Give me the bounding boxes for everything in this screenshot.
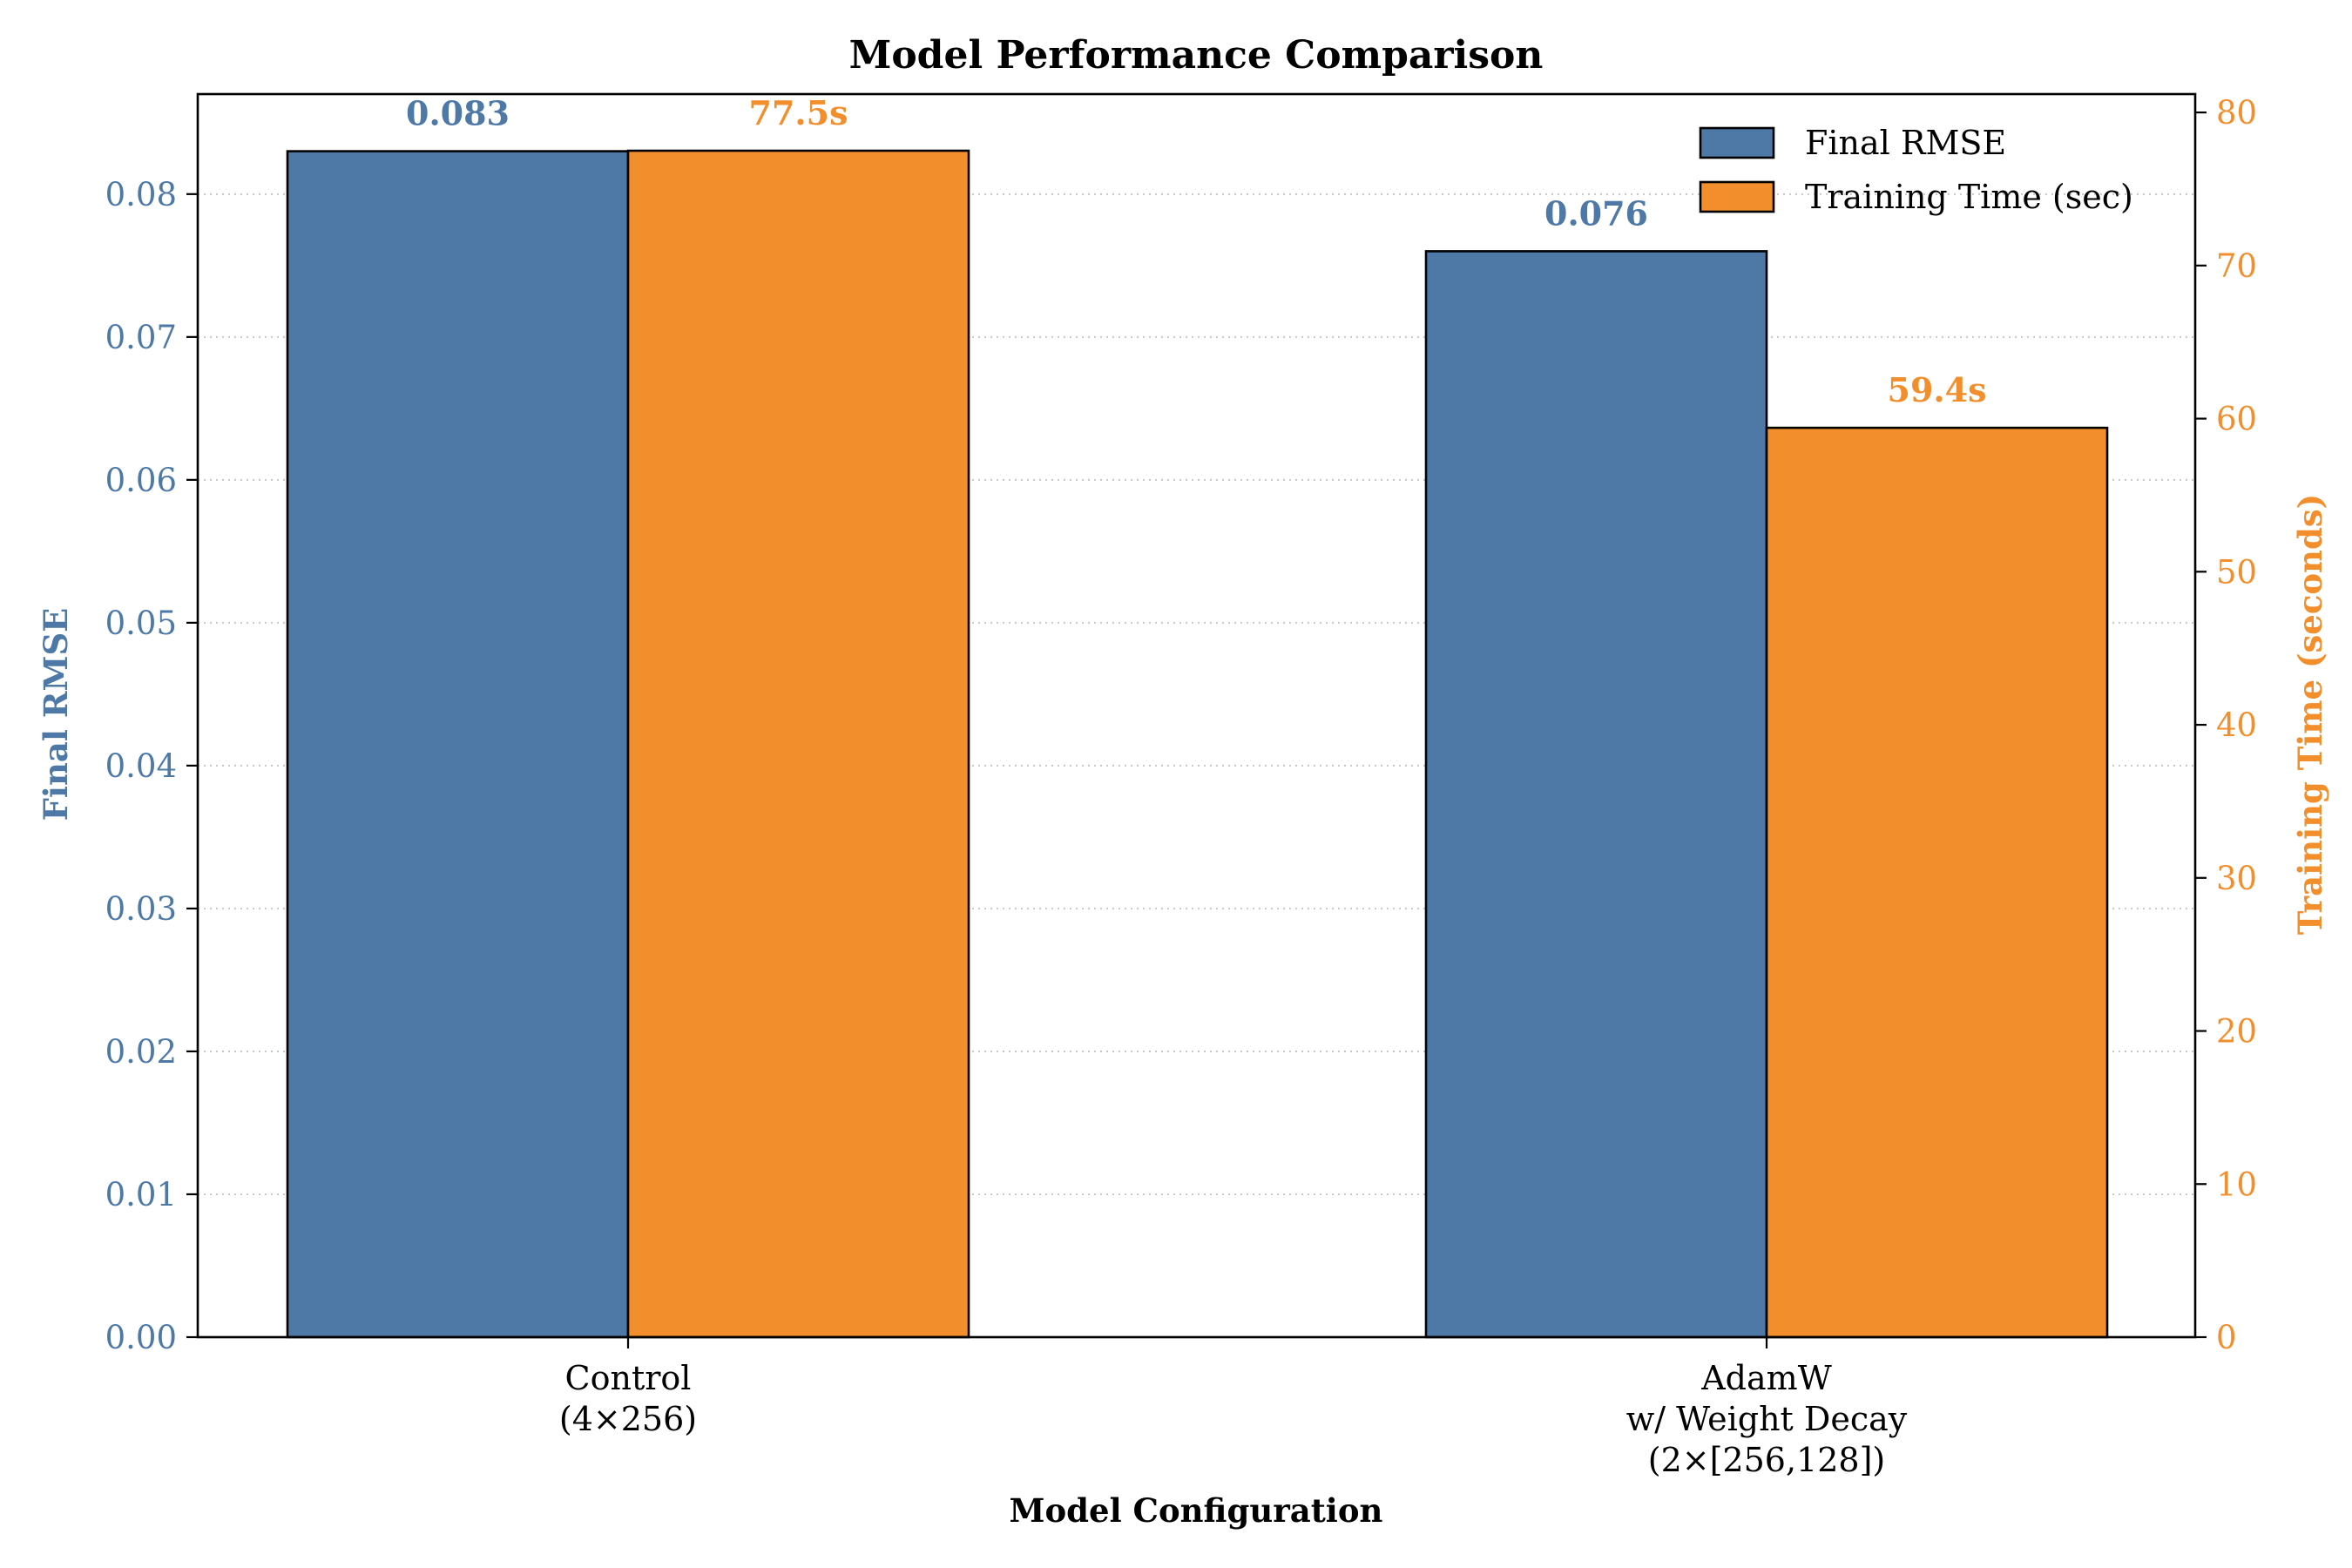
legend: Final RMSE Training Time (sec) [1699,124,2133,216]
right-axis-tick-label: 70 [2216,247,2257,285]
bar-value-label: 0.083 [406,94,510,133]
left-axis-tick-label: 0.05 [105,605,177,642]
right-axis-label: Training Time (seconds) [2291,494,2329,935]
x-axis-tick-label-line: AdamW [1700,1359,1832,1397]
x-axis-label: Model Configuration [1010,1491,1383,1530]
x-axis-tick-label: AdamW w/ Weight Decay (2×[256,128]) [1626,1359,1908,1479]
right-axis-tick-label: 40 [2216,706,2257,744]
bar-value-label: 59.4s [1888,370,1987,409]
x-axis-tick-label-line: w/ Weight Decay [1626,1400,1908,1438]
right-axis: 0 10 20 30 40 50 60 70 80 [2195,94,2257,1356]
bar-final-rmse [1424,250,1768,1339]
right-axis-tick-label: 10 [2216,1166,2257,1203]
right-axis-tick-label: 80 [2216,94,2257,132]
right-axis-tick-label: 30 [2216,860,2257,897]
left-axis-tick-label: 0.03 [105,890,177,928]
bar-value-label: 0.076 [1544,193,1648,233]
legend-swatch-training-time [1699,180,1775,213]
bar-value-label: 77.5s [749,93,848,132]
x-axis-tick-label-line: (2×[256,128]) [1648,1441,1885,1479]
left-axis-tick-label: 0.02 [105,1033,177,1071]
legend-swatch-final-rmse [1699,126,1775,159]
legend-label-final-rmse: Final RMSE [1805,124,2006,162]
legend-label-training-time: Training Time (sec) [1805,178,2133,216]
x-axis-tick-label-line: (4×256) [559,1400,697,1438]
left-axis-tick-label: 0.07 [105,319,177,356]
right-axis-tick-label: 20 [2216,1013,2257,1051]
bar-final-rmse [286,150,630,1339]
left-axis-label: Final RMSE [37,608,75,821]
bar-training-time [626,149,970,1339]
chart-title: Model Performance Comparison [849,33,1544,78]
bar-value-labels: 0.083 0.076 77.5s 59.4s [406,93,1986,409]
x-axis: Control (4×256) AdamW w/ Weight Decay (2×[25… [559,1337,1908,1479]
left-axis-tick-label: 0.08 [105,176,177,213]
bars [286,149,2109,1339]
bar-training-time [1765,426,2109,1339]
left-axis-tick-label: 0.01 [105,1176,177,1213]
right-axis-tick-label: 50 [2216,553,2257,591]
left-axis-tick-label: 0.06 [105,462,177,499]
plot-frame [196,92,2197,1339]
right-axis-tick-label: 0 [2216,1319,2237,1356]
left-axis-tick-label: 0.04 [105,747,177,785]
x-axis-tick-label-line: Control [565,1359,692,1397]
left-axis-tick-label: 0.00 [105,1319,177,1356]
x-axis-tick-label: Control (4×256) [559,1359,697,1438]
left-axis: 0.00 0.01 0.02 0.03 0.04 0.05 0.06 0.07 0.08 [105,176,198,1356]
right-axis-tick-label: 60 [2216,401,2257,438]
